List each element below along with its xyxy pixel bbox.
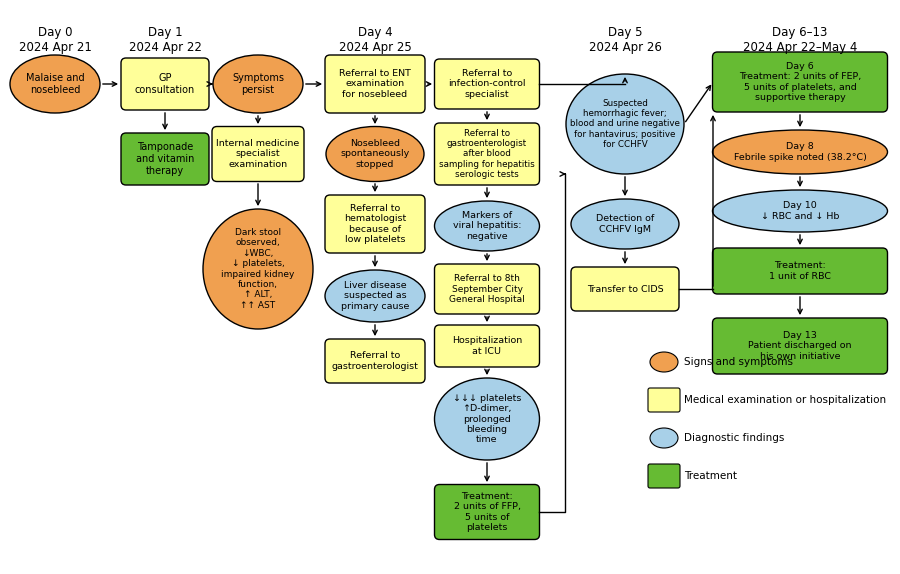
Text: Markers of
viral hepatitis:
negative: Markers of viral hepatitis: negative: [453, 211, 521, 241]
Text: Day 8
Febrile spike noted (38.2°C): Day 8 Febrile spike noted (38.2°C): [734, 142, 867, 162]
Ellipse shape: [435, 201, 539, 251]
Ellipse shape: [566, 74, 684, 174]
Text: Hospitalization
at ICU: Hospitalization at ICU: [452, 336, 522, 356]
FancyBboxPatch shape: [325, 339, 425, 383]
Text: Internal medicine
specialist
examination: Internal medicine specialist examination: [216, 139, 300, 169]
Text: Day 6
Treatment: 2 units of FEP,
5 units of platelets, and
supportive therapy: Day 6 Treatment: 2 units of FEP, 5 units…: [739, 62, 861, 102]
FancyBboxPatch shape: [571, 267, 679, 311]
Text: Day 0
2024 Apr 21: Day 0 2024 Apr 21: [19, 26, 92, 54]
Text: GP
consultation: GP consultation: [135, 73, 195, 95]
Text: Referral to ENT
examination
for nosebleed: Referral to ENT examination for noseblee…: [339, 69, 411, 99]
FancyBboxPatch shape: [435, 325, 539, 367]
Text: Suspected
hemorrhagic fever;
blood and urine negative
for hantavirus; positive
f: Suspected hemorrhagic fever; blood and u…: [570, 99, 680, 149]
Text: Signs and symptoms: Signs and symptoms: [684, 357, 793, 367]
Text: ↓↓↓ platelets
↑D-dimer,
prolonged
bleeding
time: ↓↓↓ platelets ↑D-dimer, prolonged bleedi…: [453, 394, 521, 444]
Ellipse shape: [650, 352, 678, 372]
Text: Detection of
CCHFV IgM: Detection of CCHFV IgM: [596, 214, 654, 234]
Text: Day 13
Patient discharged on
his own initiative: Day 13 Patient discharged on his own ini…: [748, 331, 851, 361]
FancyBboxPatch shape: [435, 264, 539, 314]
Ellipse shape: [650, 428, 678, 448]
FancyBboxPatch shape: [713, 248, 887, 294]
FancyBboxPatch shape: [212, 126, 304, 181]
Text: Treatment:
1 unit of RBC: Treatment: 1 unit of RBC: [769, 261, 831, 281]
Text: Referral to 8th
September City
General Hospital: Referral to 8th September City General H…: [449, 274, 525, 304]
Ellipse shape: [213, 55, 303, 113]
FancyBboxPatch shape: [435, 59, 539, 109]
Text: Day 5
2024 Apr 26: Day 5 2024 Apr 26: [589, 26, 662, 54]
Text: Day 1
2024 Apr 22: Day 1 2024 Apr 22: [129, 26, 202, 54]
FancyBboxPatch shape: [648, 464, 680, 488]
Text: Medical examination or hospitalization: Medical examination or hospitalization: [684, 395, 886, 405]
FancyBboxPatch shape: [325, 55, 425, 113]
Text: Treatment: Treatment: [684, 471, 737, 481]
Ellipse shape: [326, 126, 424, 181]
Ellipse shape: [713, 190, 887, 232]
Text: Referral to
hematologist
because of
low platelets: Referral to hematologist because of low …: [344, 204, 406, 244]
FancyBboxPatch shape: [648, 388, 680, 412]
FancyBboxPatch shape: [121, 58, 209, 110]
Text: Referral to
gastroenterologist
after blood
sampling for hepatitis
serologic test: Referral to gastroenterologist after blo…: [439, 129, 535, 179]
Text: Diagnostic findings: Diagnostic findings: [684, 433, 785, 443]
Text: Dark stool
observed,
↓WBC,
↓ platelets,
impaired kidney
function,
↑ ALT,
↑↑ AST: Dark stool observed, ↓WBC, ↓ platelets, …: [221, 228, 294, 310]
Text: Malaise and
nosebleed: Malaise and nosebleed: [26, 73, 85, 95]
Text: Nosebleed
spontaneously
stopped: Nosebleed spontaneously stopped: [340, 139, 410, 169]
Text: Treatment:
2 units of FFP,
5 units of
platelets: Treatment: 2 units of FFP, 5 units of pl…: [454, 492, 520, 532]
FancyBboxPatch shape: [435, 484, 539, 540]
Text: Day 6–13
2024 Apr 22–May 4: Day 6–13 2024 Apr 22–May 4: [742, 26, 857, 54]
FancyBboxPatch shape: [713, 52, 887, 112]
Text: Symptoms
persist: Symptoms persist: [232, 73, 284, 95]
Ellipse shape: [571, 199, 679, 249]
FancyBboxPatch shape: [325, 195, 425, 253]
FancyBboxPatch shape: [713, 318, 887, 374]
Text: Liver disease
suspected as
primary cause: Liver disease suspected as primary cause: [341, 281, 410, 311]
Text: Day 10
↓ RBC and ↓ Hb: Day 10 ↓ RBC and ↓ Hb: [760, 201, 839, 220]
Text: Tamponade
and vitamin
therapy: Tamponade and vitamin therapy: [136, 142, 194, 176]
Text: Referral to
gastroenterologist: Referral to gastroenterologist: [331, 351, 418, 371]
Ellipse shape: [203, 209, 313, 329]
Text: Day 4
2024 Apr 25: Day 4 2024 Apr 25: [338, 26, 411, 54]
Text: Transfer to CIDS: Transfer to CIDS: [587, 285, 663, 293]
Ellipse shape: [435, 378, 539, 460]
FancyBboxPatch shape: [435, 123, 539, 185]
Text: Referral to
infection-control
specialist: Referral to infection-control specialist: [448, 69, 526, 99]
FancyBboxPatch shape: [121, 133, 209, 185]
Ellipse shape: [713, 130, 887, 174]
Ellipse shape: [10, 55, 100, 113]
Ellipse shape: [325, 270, 425, 322]
